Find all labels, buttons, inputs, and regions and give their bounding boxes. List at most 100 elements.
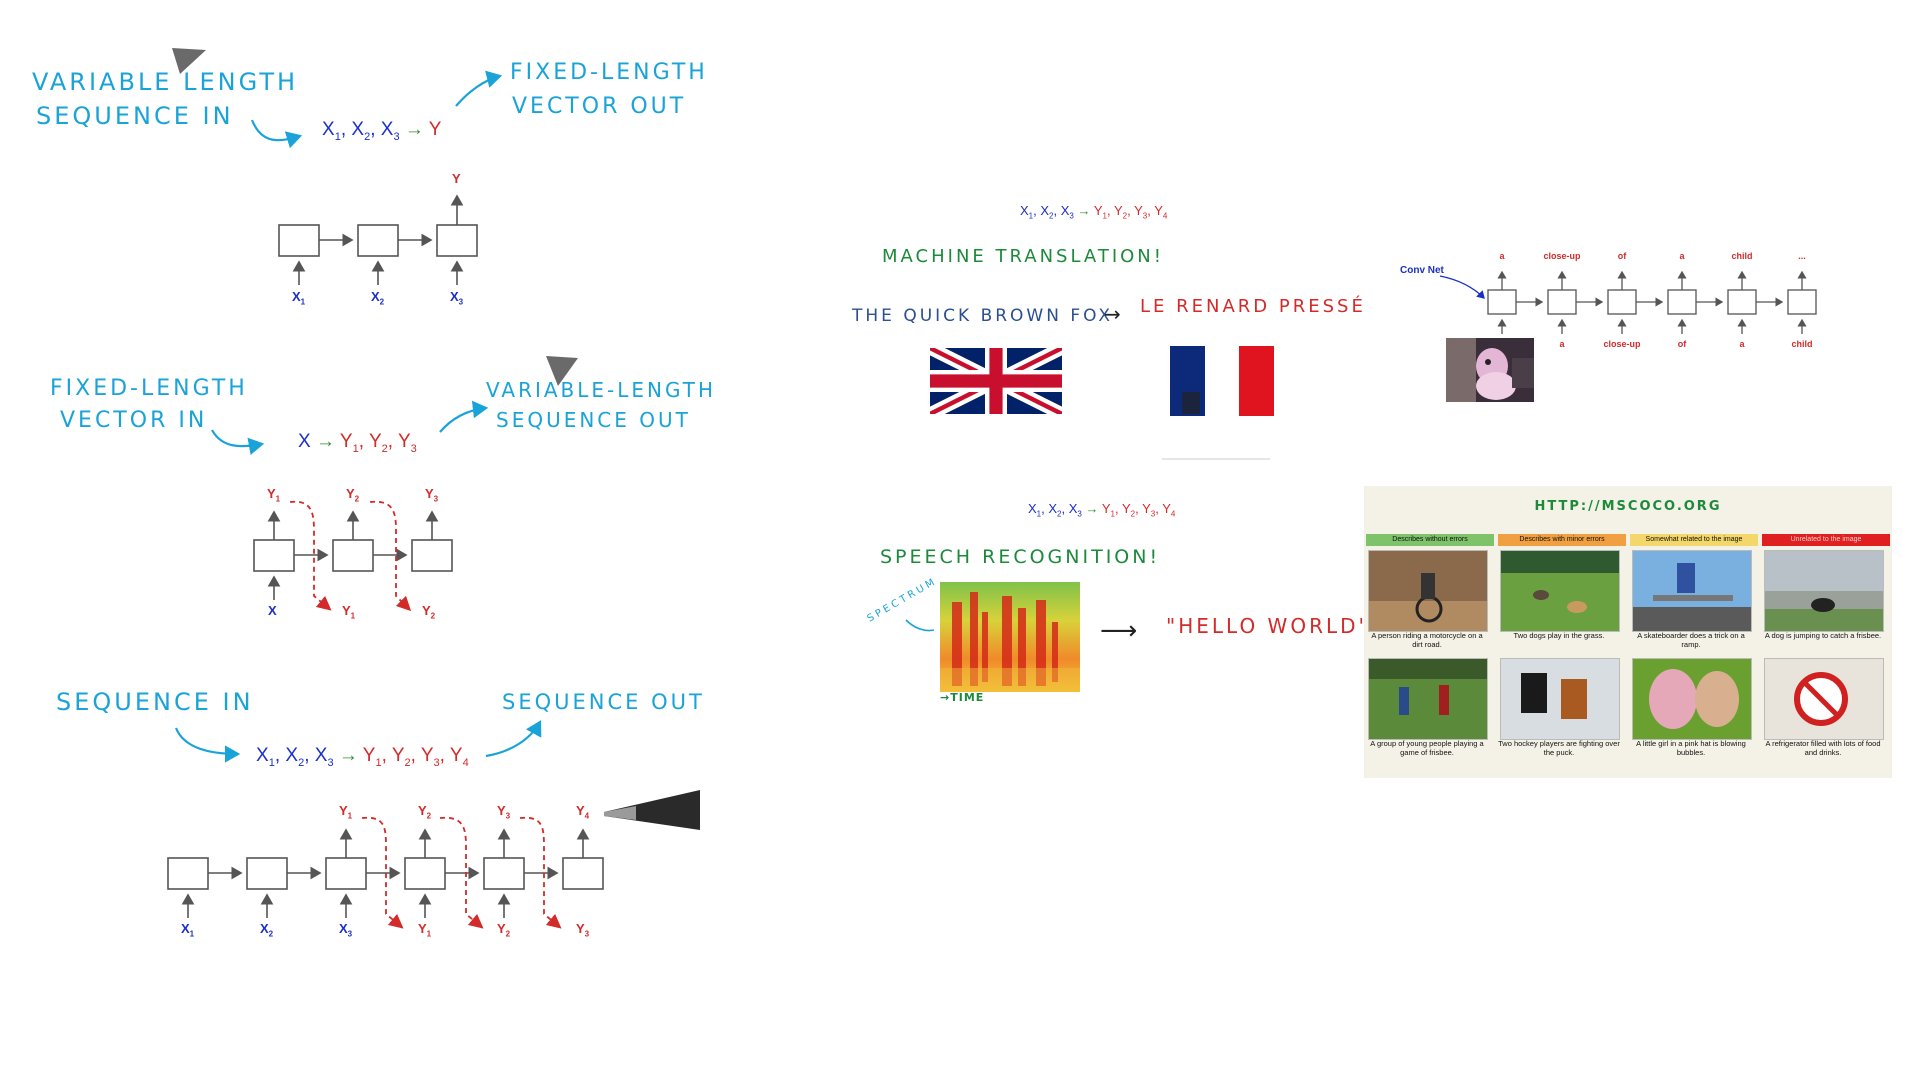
diagram-output-label: Y2: [418, 803, 432, 821]
caption-output-word: a: [1679, 251, 1685, 261]
feedback-arrow: [289, 500, 332, 611]
rnn-diagram-one-to-many: [253, 500, 453, 612]
diagram-input-label: X1: [181, 921, 195, 939]
category-header: Describes without errors: [1366, 534, 1494, 546]
caption-output-word: a: [1499, 251, 1505, 261]
photo-dogs: [1500, 550, 1620, 632]
image-caption: Two hockey players are fighting over the…: [1498, 739, 1620, 757]
diagram-feedback-label: Y2: [497, 921, 511, 939]
source-sentence: THE QUICK BROWN FOX: [852, 306, 1114, 326]
captioning-rnn-diagram: [1439, 270, 1817, 334]
formula-many-to-one: X1, X2, X3 → Y: [322, 119, 442, 143]
diagram-feedback-label: Y1: [418, 921, 432, 939]
rnn-cell: [357, 224, 399, 257]
rnn-cell: [1787, 289, 1817, 315]
sketch-arrow: [174, 727, 241, 763]
caption-input-word: of: [1677, 339, 1687, 349]
photo-refrigerator-sign: [1764, 658, 1884, 740]
caption-output-word: close-up: [1543, 251, 1581, 261]
pen-icon: [172, 48, 700, 830]
image-caption: Two dogs play in the grass.: [1513, 631, 1605, 640]
category-header: Somewhat related to the image: [1630, 534, 1758, 546]
label-sequence-in-3: SEQUENCE IN: [56, 688, 254, 716]
feedback-arrow: [519, 816, 562, 929]
machine-translation-title: MACHINE TRANSLATION!: [882, 246, 1164, 267]
label-sequence-in: SEQUENCE IN: [36, 102, 234, 130]
diagram-output-label: Y4: [576, 803, 590, 821]
category-header: Unrelated to the image: [1762, 534, 1890, 546]
target-sentence: LE RENARD PRESSÉ: [1140, 296, 1366, 317]
rnn-diagram-many-to-one: [278, 194, 478, 285]
speech-recognition-title: SPEECH RECOGNITION!: [880, 546, 1161, 568]
feedback-arrow: [361, 816, 404, 929]
divider: [1162, 458, 1270, 460]
formula-translation: X1, X2, X3 → Y1, Y2, Y3, Y4: [1020, 203, 1168, 221]
rnn-cell: [1727, 289, 1757, 315]
diagram-output-label: Y1: [267, 486, 281, 504]
rnn-cell: [411, 539, 453, 572]
image-caption: A person riding a motorcycle on a dirt r…: [1371, 631, 1483, 649]
label-fixed-length: FIXED-LENGTH: [510, 60, 708, 85]
image-caption: A little girl in a pink hat is blowing b…: [1636, 739, 1746, 757]
rnn-cell: [246, 857, 288, 890]
speech-result: "HELLO WORLD": [1166, 614, 1371, 638]
caption-input-word: a: [1739, 339, 1745, 349]
sketch-arrow: [211, 429, 265, 456]
rnn-cell: [278, 224, 320, 257]
rnn-cell: [562, 857, 604, 890]
rnn-diagram-many-to-many: [167, 816, 604, 929]
diagram-output-label: Y1: [339, 803, 353, 821]
image-caption: A skateboarder does a trick on a ramp.: [1637, 631, 1745, 649]
diagram-output-label: Y2: [346, 486, 360, 504]
rnn-cell: [325, 857, 367, 890]
diagram-feedback-label: Y1: [342, 603, 356, 621]
rnn-cell: [436, 224, 478, 257]
diagram-output-label: Y: [452, 171, 461, 186]
caption-output-word: child: [1731, 251, 1753, 261]
diagram-input-label: X2: [260, 921, 274, 939]
image-caption: A dog is jumping to catch a frisbee.: [1764, 631, 1882, 640]
conv-net-label: Conv Net: [1400, 265, 1444, 276]
rnn-cell: [1607, 289, 1637, 315]
diagram-input-label: X: [268, 603, 277, 618]
sketch-arrow: [455, 70, 503, 107]
sketch-arrow: [439, 400, 489, 433]
photo-hockey: [1500, 658, 1620, 740]
formula-speech: X1, X2, X3 → Y1, Y2, Y3, Y4: [1028, 501, 1176, 519]
mscoco-panel: HTTP://MSCOCO.ORG Describes without erro…: [1364, 486, 1892, 778]
spectrum-pointer-arrow: [905, 619, 935, 632]
label-variable-length: VARIABLE LENGTH: [32, 68, 299, 96]
caption-input-word: a: [1559, 339, 1565, 349]
rnn-cell: [167, 857, 209, 890]
caption-output-word: of: [1617, 251, 1627, 261]
diagram-input-label: X3: [450, 289, 464, 307]
category-header: Describes with minor errors: [1498, 534, 1626, 546]
diagram-input-label: X3: [339, 921, 353, 939]
label-sequence-out: SEQUENCE OUT: [496, 408, 691, 432]
feedback-arrow: [369, 500, 412, 612]
mscoco-url: HTTP://MSCOCO.ORG: [1534, 499, 1722, 514]
rnn-cell: [253, 539, 295, 572]
diagram-input-label: X2: [371, 289, 385, 307]
diagram-feedback-label: Y2: [422, 603, 436, 621]
caption-input-word: child: [1791, 339, 1813, 349]
child-photo-image: [1446, 338, 1534, 402]
sketch-arrows: [167, 48, 700, 929]
diagram-output-label: Y3: [425, 486, 439, 504]
photo-girl-bubbles: [1632, 658, 1752, 740]
label-vector-out: VECTOR OUT: [512, 94, 687, 119]
rnn-cell: [332, 539, 374, 572]
rnn-cell: [483, 857, 525, 890]
image-caption: A refrigerator filled with lots of food …: [1765, 739, 1881, 757]
formula-one-to-many: X → Y1, Y2, Y3: [298, 431, 417, 455]
feedback-arrow: [439, 816, 484, 929]
rnn-cell: [1487, 289, 1517, 315]
label-fixed-length-in: FIXED-LENGTH: [50, 376, 248, 401]
label-variable-length-out: VARIABLE-LENGTH: [486, 378, 717, 402]
rnn-cell: [404, 857, 446, 890]
diagram-feedback-label: Y3: [576, 921, 590, 939]
rnn-cell: [1547, 289, 1577, 315]
sketch-arrow: [485, 720, 542, 758]
photo-frisbee-group: [1368, 658, 1488, 740]
photo-motorcycle: [1368, 550, 1488, 632]
